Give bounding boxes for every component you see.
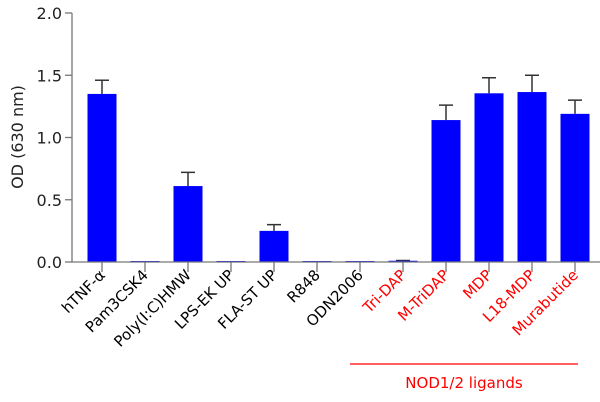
bars	[87, 74, 590, 263]
y-axis-label: OD (630 nm)	[8, 85, 27, 189]
bar	[560, 113, 590, 262]
group-annotation-label: NOD1/2 ligands	[405, 374, 523, 392]
y-axis: 0.0 0.5 1.0 1.5 2.0	[37, 4, 73, 272]
x-tick-label: R848	[283, 266, 323, 306]
bar	[259, 230, 289, 262]
x-tick-label: MDP	[459, 266, 495, 302]
y-tick-label: 0.5	[37, 191, 62, 210]
y-tick-label: 2.0	[37, 4, 62, 23]
bar	[431, 120, 461, 262]
bar	[87, 93, 117, 262]
bar	[173, 186, 203, 262]
bar	[517, 92, 547, 263]
y-tick-label: 1.0	[37, 129, 62, 148]
y-tick-label: 1.5	[37, 66, 62, 85]
bar	[474, 93, 504, 263]
y-tick-label: 0.0	[37, 253, 62, 272]
